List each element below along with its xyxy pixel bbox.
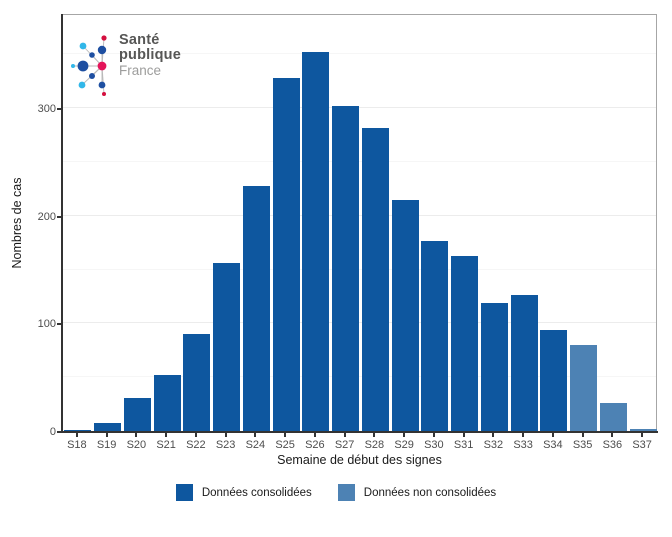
bar-S30: [421, 240, 449, 431]
x-tick-label-S35: S35: [572, 439, 593, 451]
x-tick-label-S36: S36: [602, 439, 623, 451]
logo-icon: [71, 35, 107, 96]
bar-S28: [361, 127, 389, 431]
legend-label: Données non consolidées: [363, 486, 497, 499]
x-tick-mark-S25: [284, 433, 287, 437]
sante-publique-france-logo: Santé publique France: [67, 23, 247, 103]
y-tick-label-100: 100: [37, 318, 56, 331]
x-tick-mark-S37: [641, 433, 644, 437]
legend-item: Données non consolidées: [337, 484, 497, 501]
gridline-100: [63, 322, 656, 324]
x-tick-label-S33: S33: [513, 439, 533, 451]
y-tick-mark-100: [57, 323, 61, 326]
x-tick-mark-S28: [373, 433, 376, 437]
x-tick-label-S31: S31: [453, 439, 474, 451]
y-tick-mark-300: [57, 108, 61, 111]
gridline-250: [63, 161, 656, 162]
x-tick-mark-S30: [432, 433, 435, 437]
gridline-350: [63, 53, 656, 55]
x-tick-mark-S26: [313, 433, 316, 437]
plot-panel: Santé publique France: [62, 14, 657, 432]
x-tick-mark-S21: [165, 433, 168, 437]
legend: Données consolidées Données non consolidé…: [0, 484, 672, 501]
x-tick-mark-S19: [105, 433, 108, 437]
bar-S33: [510, 295, 538, 431]
x-tick-mark-S22: [194, 433, 197, 437]
x-tick-label-S34: S34: [543, 439, 563, 451]
x-tick-mark-S35: [581, 433, 584, 437]
logo-line-3: France: [119, 63, 162, 78]
x-tick-mark-S27: [343, 433, 346, 437]
bar-S19: [94, 423, 122, 431]
x-tick-label-S30: S30: [424, 439, 444, 451]
y-tick-label-200: 200: [37, 210, 56, 223]
x-axis-line: [61, 431, 658, 433]
y-axis-title: Nombres de cas: [10, 177, 24, 269]
gridline-300: [63, 107, 656, 109]
x-tick-mark-S20: [135, 433, 138, 437]
x-tick-label-S32: S32: [483, 439, 504, 451]
bar-S36: [599, 403, 627, 431]
bar-S18: [64, 429, 92, 431]
x-tick-mark-S31: [462, 433, 465, 437]
bar-S31: [451, 255, 479, 431]
x-tick-label-S28: S28: [364, 439, 385, 451]
bar-S35: [570, 344, 598, 431]
x-tick-label-S18: S18: [67, 439, 87, 451]
legend-label: Données consolidées: [201, 486, 312, 499]
bar-S26: [302, 52, 330, 431]
gridline-200: [63, 214, 656, 216]
bar-S25: [272, 78, 300, 431]
x-tick-label-S22: S22: [186, 439, 206, 451]
y-axis-line: [61, 14, 63, 433]
bar-S20: [123, 397, 151, 431]
legend-item: Données consolidées: [175, 484, 312, 501]
y-tick-mark-0: [57, 431, 61, 433]
x-tick-mark-S32: [492, 433, 495, 437]
x-tick-mark-S34: [551, 433, 554, 437]
y-tick-mark-200: [57, 215, 61, 218]
x-tick-mark-S36: [611, 433, 614, 437]
x-tick-mark-S29: [403, 433, 406, 437]
bar-S34: [540, 329, 568, 431]
x-tick-label-S25: S25: [275, 439, 295, 451]
bar-S29: [391, 199, 419, 431]
x-tick-label-S23: S23: [215, 439, 236, 451]
y-tick-label-300: 300: [37, 103, 56, 116]
bar-S37: [629, 428, 657, 431]
bar-S27: [332, 106, 360, 431]
x-tick-label-S24: S24: [245, 439, 266, 451]
x-tick-mark-S18: [75, 433, 78, 437]
x-tick-label-S29: S29: [394, 439, 414, 451]
x-tick-label-S21: S21: [156, 439, 176, 451]
x-tick-label-S37: S37: [632, 439, 652, 451]
x-axis-title: Semaine de début des signes: [277, 453, 442, 467]
legend-swatch: [175, 484, 193, 501]
logo-line-2: publique: [119, 47, 182, 63]
x-tick-label-S27: S27: [334, 439, 355, 451]
logo-line-1: Santé: [119, 32, 160, 48]
y-tick-label-0: 0: [49, 426, 56, 438]
gridline-150: [63, 268, 656, 270]
x-tick-label-S20: S20: [126, 439, 147, 451]
bar-S21: [153, 375, 181, 431]
x-tick-mark-S23: [224, 433, 227, 437]
x-tick-label-S26: S26: [305, 439, 325, 451]
bar-S22: [183, 334, 211, 431]
bar-S23: [213, 263, 241, 431]
x-tick-mark-S33: [522, 433, 525, 437]
bar-S32: [480, 302, 508, 431]
x-tick-mark-S24: [254, 433, 257, 437]
logo-text: Santé publique France: [119, 23, 181, 103]
gridline-50: [63, 376, 656, 378]
x-tick-label-S19: S19: [96, 439, 117, 451]
bar-S24: [242, 185, 270, 431]
legend-swatch: [337, 484, 355, 501]
